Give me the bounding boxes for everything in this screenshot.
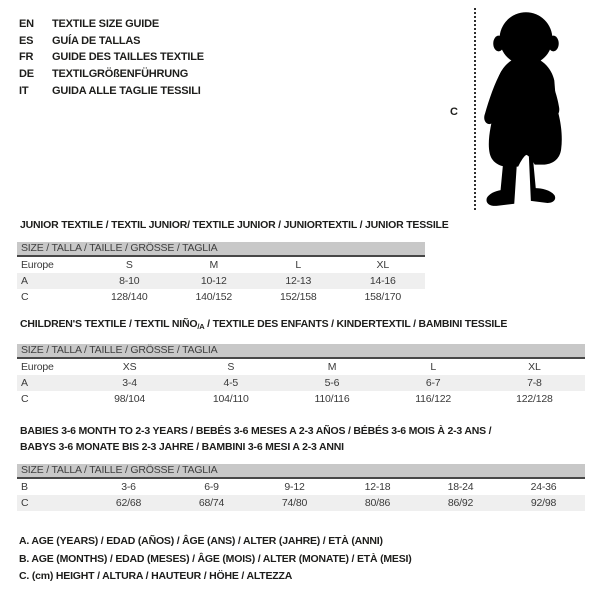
lang-title: GUÍA DE TALLAS <box>52 34 141 47</box>
size-cell: M <box>209 259 219 271</box>
table-row: B 3-6 6-9 9-12 12-18 18-24 24-36 <box>17 479 585 495</box>
months-cell: 24-36 <box>530 481 557 493</box>
size-cell: M <box>327 361 337 373</box>
months-cell: 12-18 <box>364 481 391 493</box>
table-row: C 98/104 104/110 110/116 116/122 122/128 <box>17 391 585 407</box>
table-row: Europe S M L XL <box>17 257 425 273</box>
row-label: B <box>21 481 28 493</box>
size-cell: XL <box>528 361 541 373</box>
lang-code: FR <box>19 51 34 64</box>
height-cell: 68/74 <box>170 495 253 511</box>
months-cell: 6-9 <box>204 481 219 493</box>
lang-row-it: IT GUIDA ALLE TAGLIE TESSILI <box>19 82 204 99</box>
lang-title: GUIDA ALLE TAGLIE TESSILI <box>52 84 201 97</box>
size-header-bar: SIZE / TALLA / TAILLE / GRÖSSE / TAGLIA <box>17 242 425 257</box>
note-age-years: A. AGE (YEARS) / EDAD (AÑOS) / ÂGE (ANS)… <box>19 535 383 547</box>
children-title-sub: /A <box>197 322 205 331</box>
height-cell: 110/116 <box>314 393 350 405</box>
height-cell: 62/68 <box>87 495 170 511</box>
junior-table-title: JUNIOR TEXTILE / TEXTIL JUNIOR/ TEXTILE … <box>20 219 449 231</box>
babies-title-line1: BABIES 3-6 MONTH TO 2-3 YEARS / BEBÉS 3-… <box>20 425 492 437</box>
row-label: A <box>17 375 79 391</box>
height-cell: 80/86 <box>336 495 419 511</box>
age-cell: 6-7 <box>382 375 484 391</box>
age-cell: 4-5 <box>180 375 282 391</box>
language-list: EN TEXTILE SIZE GUIDE ES GUÍA DE TALLAS … <box>19 16 204 99</box>
months-cell: 3-6 <box>121 481 136 493</box>
children-size-table: SIZE / TALLA / TAILLE / GRÖSSE / TAGLIA … <box>17 344 585 407</box>
junior-size-table: SIZE / TALLA / TAILLE / GRÖSSE / TAGLIA … <box>17 242 425 305</box>
children-table-title: CHILDREN'S TEXTILE / TEXTIL NIÑO/A / TEX… <box>17 318 507 331</box>
lang-code: EN <box>19 18 34 31</box>
baby-silhouette-icon <box>484 12 562 206</box>
height-cell: 98/104 <box>114 393 146 405</box>
table-row: Europe XS S M L XL <box>17 359 585 375</box>
height-cell: 122/128 <box>516 393 553 405</box>
children-title-pre: CHILDREN'S TEXTILE / TEXTIL NIÑO <box>20 318 198 330</box>
table-row: A 8-10 10-12 12-13 14-16 <box>17 273 425 289</box>
height-cell: 116/122 <box>415 393 452 405</box>
height-cell: 86/92 <box>419 495 502 511</box>
table-row: C 62/68 68/74 74/80 80/86 86/92 92/98 <box>17 495 585 511</box>
lang-title: GUIDE DES TAILLES TEXTILE <box>52 51 204 64</box>
row-label: C <box>21 393 29 405</box>
row-label: Europe <box>21 259 54 271</box>
height-measure-dotted-line <box>474 8 476 210</box>
lang-title: TEXTILE SIZE GUIDE <box>52 18 160 31</box>
age-cell: 10-12 <box>171 273 256 289</box>
note-height: C. (cm) HEIGHT / ALTURA / HAUTEUR / HÖHE… <box>19 570 293 583</box>
table-row: A 3-4 4-5 5-6 6-7 7-8 <box>17 375 585 391</box>
height-measure-label: C <box>450 106 458 118</box>
age-cell: 7-8 <box>483 375 585 391</box>
lang-title: TEXTILGRÖßENFÜHRUNG <box>52 68 189 81</box>
babies-title-line2: BABYS 3-6 MONATE BIS 2-3 JAHRE / BAMBINI… <box>20 440 344 453</box>
height-cell: 158/170 <box>364 291 402 303</box>
size-cell: XS <box>122 361 137 373</box>
height-cell: 104/110 <box>212 393 249 405</box>
height-cell: 140/152 <box>195 291 233 303</box>
lang-row-de: DE TEXTILGRÖßENFÜHRUNG <box>19 66 204 83</box>
size-cell: S <box>125 259 133 271</box>
row-label: C <box>17 495 87 511</box>
table-row: C 128/140 140/152 152/158 158/170 <box>17 289 425 305</box>
age-cell: 14-16 <box>340 273 425 289</box>
height-cell: 128/140 <box>110 291 148 303</box>
height-cell: 74/80 <box>253 495 336 511</box>
size-cell: XL <box>376 259 390 271</box>
age-cell: 3-4 <box>79 375 181 391</box>
children-title-post: / TEXTILE DES ENFANTS / KINDERTEXTIL / B… <box>204 318 508 330</box>
babies-size-table: SIZE / TALLA / TAILLE / GRÖSSE / TAGLIA … <box>17 464 585 511</box>
note-age-months: B. AGE (MONTHS) / EDAD (MESES) / ÂGE (MO… <box>19 552 412 565</box>
row-label: C <box>21 291 29 303</box>
lang-row-fr: FR GUIDE DES TAILLES TEXTILE <box>19 49 204 66</box>
legend-notes: A. AGE (YEARS) / EDAD (AÑOS) / ÂGE (ANS)… <box>19 533 412 586</box>
age-cell: 5-6 <box>281 375 383 391</box>
babies-table-title: BABIES 3-6 MONTH TO 2-3 YEARS / BEBÉS 3-… <box>17 424 492 455</box>
size-header-bar: SIZE / TALLA / TAILLE / GRÖSSE / TAGLIA <box>17 464 585 479</box>
height-cell: 92/98 <box>502 495 585 511</box>
lang-row-es: ES GUÍA DE TALLAS <box>19 33 204 50</box>
size-cell: S <box>227 361 235 373</box>
size-cell: L <box>295 259 302 271</box>
age-cell: 12-13 <box>256 273 341 289</box>
height-cell: 152/158 <box>279 291 317 303</box>
months-cell: 18-24 <box>447 481 474 493</box>
size-header-bar: SIZE / TALLA / TAILLE / GRÖSSE / TAGLIA <box>17 344 585 359</box>
row-label: A <box>17 273 87 289</box>
lang-code: IT <box>19 84 29 97</box>
size-cell: L <box>430 361 436 373</box>
lang-row-en: EN TEXTILE SIZE GUIDE <box>19 16 204 33</box>
age-cell: 8-10 <box>87 273 172 289</box>
row-label: Europe <box>21 361 54 373</box>
lang-code: ES <box>19 34 34 47</box>
months-cell: 9-12 <box>284 481 305 493</box>
lang-code: DE <box>19 68 34 81</box>
